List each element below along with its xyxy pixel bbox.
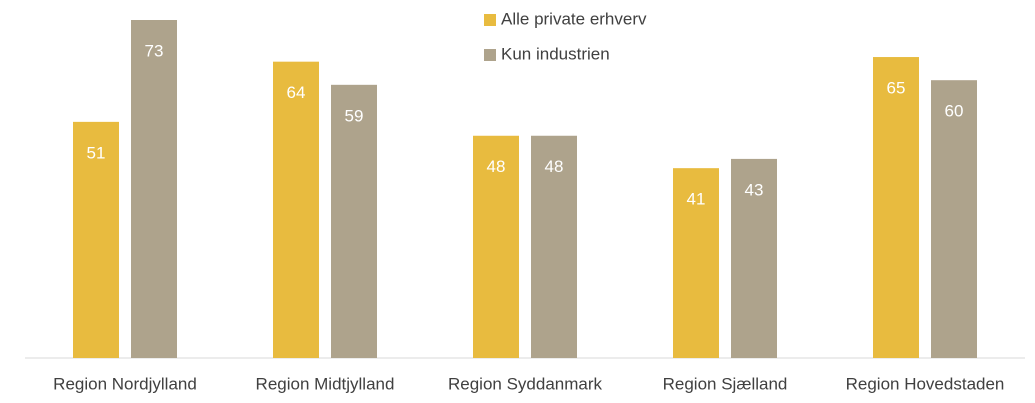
legend-label: Kun industrien xyxy=(501,44,610,63)
value-label: 65 xyxy=(887,79,906,98)
bar xyxy=(731,158,777,358)
x-tick-label: Region Sjælland xyxy=(663,374,788,393)
x-tick-label: Region Nordjylland xyxy=(53,374,197,393)
bar xyxy=(873,57,919,358)
value-label: 73 xyxy=(145,41,164,60)
bar xyxy=(531,135,577,358)
value-label: 59 xyxy=(345,106,364,125)
value-label: 64 xyxy=(287,83,306,102)
value-label: 51 xyxy=(87,143,106,162)
legend-label: Alle private erhverv xyxy=(501,9,647,28)
bar xyxy=(73,121,119,359)
bar xyxy=(273,61,319,358)
legend-swatch xyxy=(484,49,496,61)
value-label: 41 xyxy=(687,190,706,209)
bar xyxy=(473,135,519,358)
x-tick-label: Region Hovedstaden xyxy=(846,374,1005,393)
legend-swatch xyxy=(484,14,496,26)
bar xyxy=(931,80,977,359)
value-label: 43 xyxy=(745,180,764,199)
value-label: 48 xyxy=(545,157,564,176)
bar xyxy=(131,20,177,358)
bar xyxy=(673,168,719,358)
x-tick-label: Region Midtjylland xyxy=(256,374,395,393)
value-label: 48 xyxy=(487,157,506,176)
x-tick-label: Region Syddanmark xyxy=(448,374,603,393)
value-label: 60 xyxy=(945,102,964,121)
bar xyxy=(331,84,377,359)
